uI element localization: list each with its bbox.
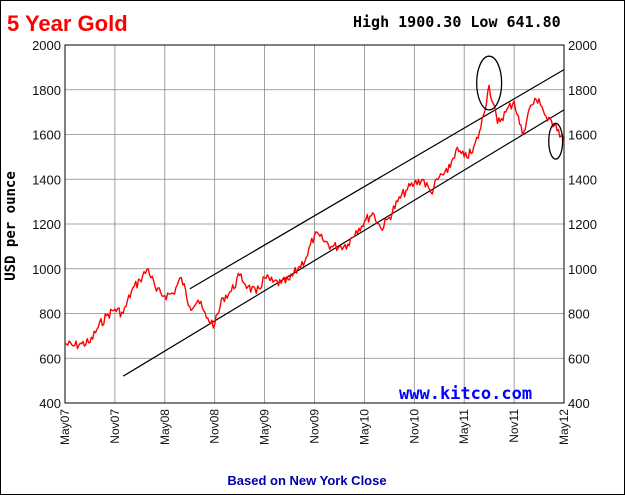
y-tick-label-right: 1600 [568,128,597,143]
gold-price-line [64,84,565,350]
trend-channel-line [189,69,565,290]
y-tick-label-right: 1400 [568,172,597,187]
y-tick-label-left: 1200 [32,217,61,232]
y-tick-label-right: 1000 [568,262,597,277]
y-axis-label: USD per ounce [3,171,19,281]
y-tick-label-left: 400 [39,396,61,411]
x-tick-label: Nov09 [308,409,322,444]
x-tick-label: May12 [557,409,571,445]
y-tick-label-left: 1600 [32,128,61,143]
highlight-ellipse [476,55,503,111]
y-tick-label-right: 600 [568,351,590,366]
y-tick-label-left: 800 [39,307,61,322]
x-tick-label: May11 [457,409,471,444]
watermark-text: www.kitco.com [399,384,532,404]
chart-title: 5 Year Gold [7,11,128,36]
trend-channel-line [122,109,565,377]
y-tick-label-right: 400 [568,396,590,411]
plot-area-border [64,44,565,404]
x-tick-label: Nov07 [108,409,122,444]
chart-stats: High 1900.30 Low 641.80 [353,13,561,31]
x-tick-label: Nov08 [208,409,222,444]
y-tick-label-right: 1200 [568,217,597,232]
x-tick-label: May10 [357,409,371,445]
x-tick-label: May08 [158,409,172,445]
y-tick-label-right: 800 [568,307,590,322]
y-tick-label-right: 2000 [568,38,597,53]
y-tick-label-right: 1800 [568,83,597,98]
highlight-ellipse [548,122,564,160]
y-tick-label-left: 1800 [32,83,61,98]
x-tick-label: Nov10 [407,409,421,444]
y-tick-label-left: 2000 [32,38,61,53]
footer-note: Based on New York Close [227,473,386,488]
y-tick-label-left: 1400 [32,172,61,187]
x-tick-label: May07 [58,409,72,445]
x-tick-label: Nov11 [507,409,521,443]
y-tick-label-left: 600 [39,351,61,366]
y-tick-label-left: 1000 [32,262,61,277]
x-tick-label: May09 [258,409,272,445]
